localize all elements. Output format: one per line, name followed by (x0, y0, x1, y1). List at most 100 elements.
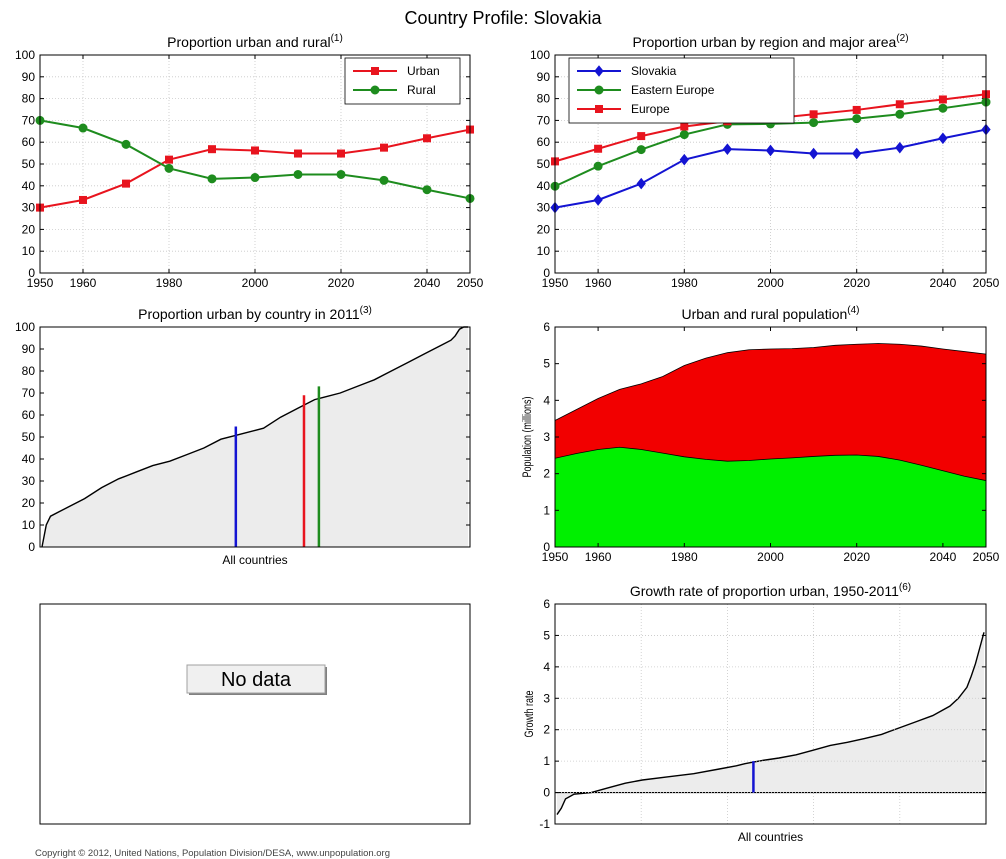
data-point-square (423, 134, 431, 143)
chart-title-superscript: (4) (847, 305, 859, 316)
data-point-square (165, 155, 173, 164)
legend-box (344, 57, 461, 105)
y-tick-label: 100 (15, 320, 35, 334)
copyright-footer: Copyright © 2012, United Nations, Popula… (35, 848, 390, 859)
data-point-square (809, 110, 818, 119)
data-point-square (122, 179, 130, 188)
data-point-square (637, 132, 646, 141)
data-point-circle (78, 123, 88, 133)
x-tick-label: 2050 (973, 550, 1000, 564)
distribution-curve (41, 326, 468, 548)
chart-title: Proportion urban by region and major are… (632, 33, 908, 50)
data-point-diamond (938, 132, 948, 145)
y-tick-label: 30 (22, 474, 36, 488)
chart-p2: Proportion urban by region and major are… (530, 33, 1000, 290)
x-tick-label: 1950 (542, 276, 569, 290)
data-point-square (380, 143, 388, 152)
chart-title-text: Proportion urban by country in 2011 (138, 306, 360, 322)
y-tick-label: 6 (543, 320, 550, 334)
legend-label: Rural (407, 83, 436, 97)
data-point-square (895, 100, 904, 109)
chart-p4: Urban and rural population(4) 0 1 2 3 4 5 6 1950… (521, 305, 1000, 564)
y-tick-label: 0 (543, 266, 550, 280)
charts-container: Proportion urban and rural(1)01020304050… (15, 33, 1000, 844)
y-tick-label: 100 (530, 48, 550, 62)
data-point-circle (938, 103, 948, 113)
y-tick-label: 80 (537, 92, 551, 106)
data-point-circle (679, 130, 689, 140)
legend: Urban Rural (344, 57, 461, 105)
chart-title-text: Growth rate of proportion urban, 1950-20… (630, 583, 899, 599)
distribution-area (557, 632, 984, 815)
data-point-circle (422, 185, 432, 195)
chart-p3: Proportion urban by country in 2011(3) 0 1… (15, 305, 471, 567)
x-tick-label: 1980 (671, 276, 698, 290)
y-tick-label: 1 (543, 754, 550, 768)
plot-frame (554, 54, 987, 274)
data-point-circle (250, 173, 260, 183)
data-point-square (852, 105, 861, 114)
data-point-diamond (593, 194, 603, 206)
chart-p6: Growth rate of proportion urban, 1950-20… (523, 582, 987, 844)
x-tick-label: 2040 (930, 550, 957, 564)
y-tick-label: 60 (537, 135, 551, 149)
plot-frame (39, 326, 471, 548)
y-tick-label: 30 (537, 201, 551, 215)
x-tick-label: 2020 (328, 276, 355, 290)
chart-title-superscript: (3) (360, 305, 372, 316)
y-tick-label: 90 (537, 70, 551, 84)
data-point-circle (852, 114, 862, 124)
y-tick-label: 5 (543, 357, 550, 371)
data-point-circle (293, 169, 303, 179)
y-tick-label: 0 (543, 786, 550, 800)
y-tick-label: 90 (22, 70, 36, 84)
y-tick-label: 80 (22, 364, 36, 378)
x-tick-label: 1950 (542, 550, 569, 564)
no-data-box (186, 664, 326, 694)
data-point-square (371, 67, 379, 75)
y-tick-label: 1 (543, 503, 550, 517)
distribution-area (42, 327, 468, 547)
x-tick-label: 2040 (414, 276, 441, 290)
x-tick-label: 1960 (70, 276, 97, 290)
data-point-circle (379, 175, 389, 185)
y-tick-label: 30 (22, 201, 36, 215)
data-point-square (680, 122, 689, 131)
legend: Slovakia Eastern Europe Europe (568, 57, 795, 124)
data-point-circle (164, 163, 174, 173)
chart-title-text: Proportion urban by region and major are… (632, 34, 896, 50)
y-tick-label: 90 (22, 342, 36, 356)
chart-title: Proportion urban and rural(1) (167, 33, 343, 50)
y-tick-label: 4 (543, 393, 550, 407)
x-axis-label: All countries (738, 830, 803, 844)
data-point-circle (636, 145, 646, 155)
y-tick-label: 70 (537, 113, 551, 127)
y-tick-label: 100 (15, 48, 35, 62)
x-tick-label: 2000 (757, 550, 784, 564)
data-point-circle (895, 109, 905, 119)
y-tick-label: 6 (543, 597, 550, 611)
data-point-diamond (636, 177, 646, 190)
x-tick-label: 2000 (757, 276, 784, 290)
x-tick-label: 2050 (973, 276, 1000, 290)
plot-frame (554, 603, 987, 825)
y-tick-label: 50 (22, 157, 36, 171)
data-point-square (79, 195, 87, 204)
y-tick-label: 70 (22, 113, 36, 127)
legend-label: Slovakia (631, 64, 677, 78)
chart-title: Growth rate of proportion urban, 1950-20… (630, 582, 911, 599)
chart-title-text: Proportion urban and rural (167, 34, 330, 50)
data-point-diamond (808, 147, 819, 160)
page-title: Country Profile: Slovakia (404, 8, 602, 28)
data-point-square (594, 144, 603, 153)
y-tick-label: 50 (537, 157, 551, 171)
data-point-diamond (765, 144, 776, 157)
x-tick-label: 2050 (457, 276, 484, 290)
y-tick-label: 0 (28, 540, 35, 554)
data-point-circle (594, 85, 604, 95)
data-point-square (938, 95, 947, 104)
y-tick-label: 60 (22, 135, 36, 149)
legend-label: Eastern Europe (631, 83, 715, 97)
chart-p5: No data (39, 603, 471, 825)
data-point-circle (370, 85, 380, 95)
